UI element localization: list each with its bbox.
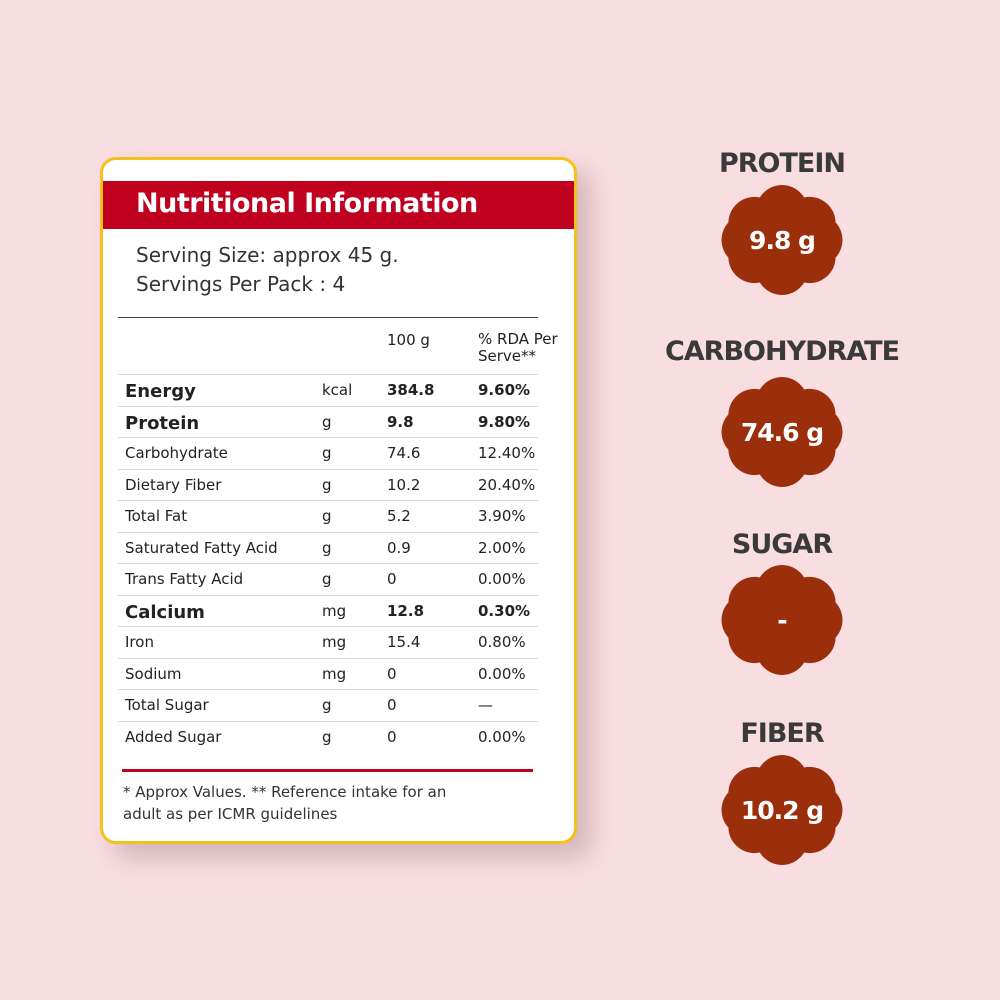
badge-label: PROTEIN [719, 148, 845, 179]
table-cell: mg [322, 664, 347, 683]
table-cell: 0.00% [478, 570, 526, 588]
badge-value: - [777, 606, 787, 635]
badge-shape [721, 565, 843, 675]
table-cell: Calcium [125, 601, 205, 623]
badge-label: CARBOHYDRATE [665, 336, 899, 367]
table-cell: 12.40% [478, 444, 536, 462]
table-cell: Carbohydrate [125, 444, 228, 462]
table-cell: 20.40% [478, 475, 536, 494]
row-line [118, 720, 538, 722]
table-cell: — [478, 696, 493, 714]
table-cell: 9.60% [478, 381, 531, 399]
table-cell: 15.4 [387, 633, 421, 651]
badge-shape [721, 755, 843, 865]
row-line [118, 594, 538, 596]
table-cell: g [322, 727, 332, 746]
table-cell: g [322, 444, 332, 462]
badge-label: FIBER [740, 718, 825, 749]
table-cell: 9.8 [387, 412, 414, 431]
row-line [118, 626, 538, 627]
table-cell: 0 [387, 727, 397, 746]
badge-shape [721, 185, 843, 295]
table-cell: 74.6 [387, 444, 421, 462]
table-cell: g [322, 570, 332, 588]
table-cell: mg [322, 633, 347, 651]
card-title: Nutritional Information [136, 188, 478, 219]
serving-size: Serving Size: approx 45 g. [136, 243, 399, 267]
table-cell: 0.80% [478, 633, 526, 651]
footnote: * Approx Values. ** Reference intake for… [123, 783, 447, 823]
table-cell: 0 [387, 570, 397, 588]
table-cell: Added Sugar [125, 727, 222, 746]
table-cell: 9.80% [478, 412, 531, 431]
table-cell: 0.30% [478, 601, 531, 620]
table-cell: 12.8 [387, 601, 425, 620]
table-cell: g [322, 696, 332, 714]
rule [122, 769, 533, 772]
table-cell: g [322, 412, 332, 431]
table-cell: 5.2 [387, 507, 411, 525]
row-line [118, 374, 538, 375]
table-cell: 0.9 [387, 538, 411, 557]
badge-value: 74.6 g [741, 418, 823, 447]
table-cell: Iron [125, 633, 154, 651]
table-cell: 0 [387, 664, 397, 683]
row-line [118, 500, 538, 501]
header-cell: 100 g [387, 331, 430, 349]
rule [118, 317, 538, 318]
table-cell: Total Sugar [125, 696, 209, 714]
table-cell: kcal [322, 381, 353, 399]
table-cell: g [322, 507, 332, 525]
row-line [118, 437, 538, 438]
row-line [118, 689, 538, 690]
badge-value: 9.8 g [749, 226, 815, 255]
table-cell: Protein [125, 412, 200, 434]
row-line [118, 468, 538, 470]
badge-value: 10.2 g [741, 796, 823, 825]
badge-shape [721, 377, 843, 487]
table-cell: mg [322, 601, 347, 620]
row-line [118, 563, 538, 564]
table-cell: Energy [125, 381, 196, 402]
title-band [103, 181, 574, 229]
row-line [118, 405, 538, 407]
table-cell: Sodium [125, 664, 182, 683]
badge-label: SUGAR [732, 529, 833, 560]
servings: Servings Per Pack : 4 [136, 272, 346, 296]
header-cell: % RDA Per Serve** [478, 330, 558, 365]
table-cell: Trans Fatty Acid [125, 570, 244, 588]
row-line [118, 531, 538, 533]
table-cell: Dietary Fiber [125, 475, 222, 494]
table-cell: Total Fat [125, 507, 188, 525]
table-cell: 10.2 [387, 475, 421, 494]
table-cell: 0.00% [478, 664, 526, 683]
table-cell: 3.90% [478, 507, 526, 525]
table-cell: g [322, 538, 332, 557]
table-cell: 2.00% [478, 538, 526, 557]
row-line [118, 657, 538, 659]
table-cell: 0 [387, 696, 397, 714]
table-cell: 0.00% [478, 727, 526, 746]
table-cell: g [322, 475, 332, 494]
table-cell: Saturated Fatty Acid [125, 538, 278, 557]
nutrition-card: Nutritional Information Serving Size: ap… [100, 157, 577, 844]
table-cell: 384.8 [387, 381, 435, 399]
